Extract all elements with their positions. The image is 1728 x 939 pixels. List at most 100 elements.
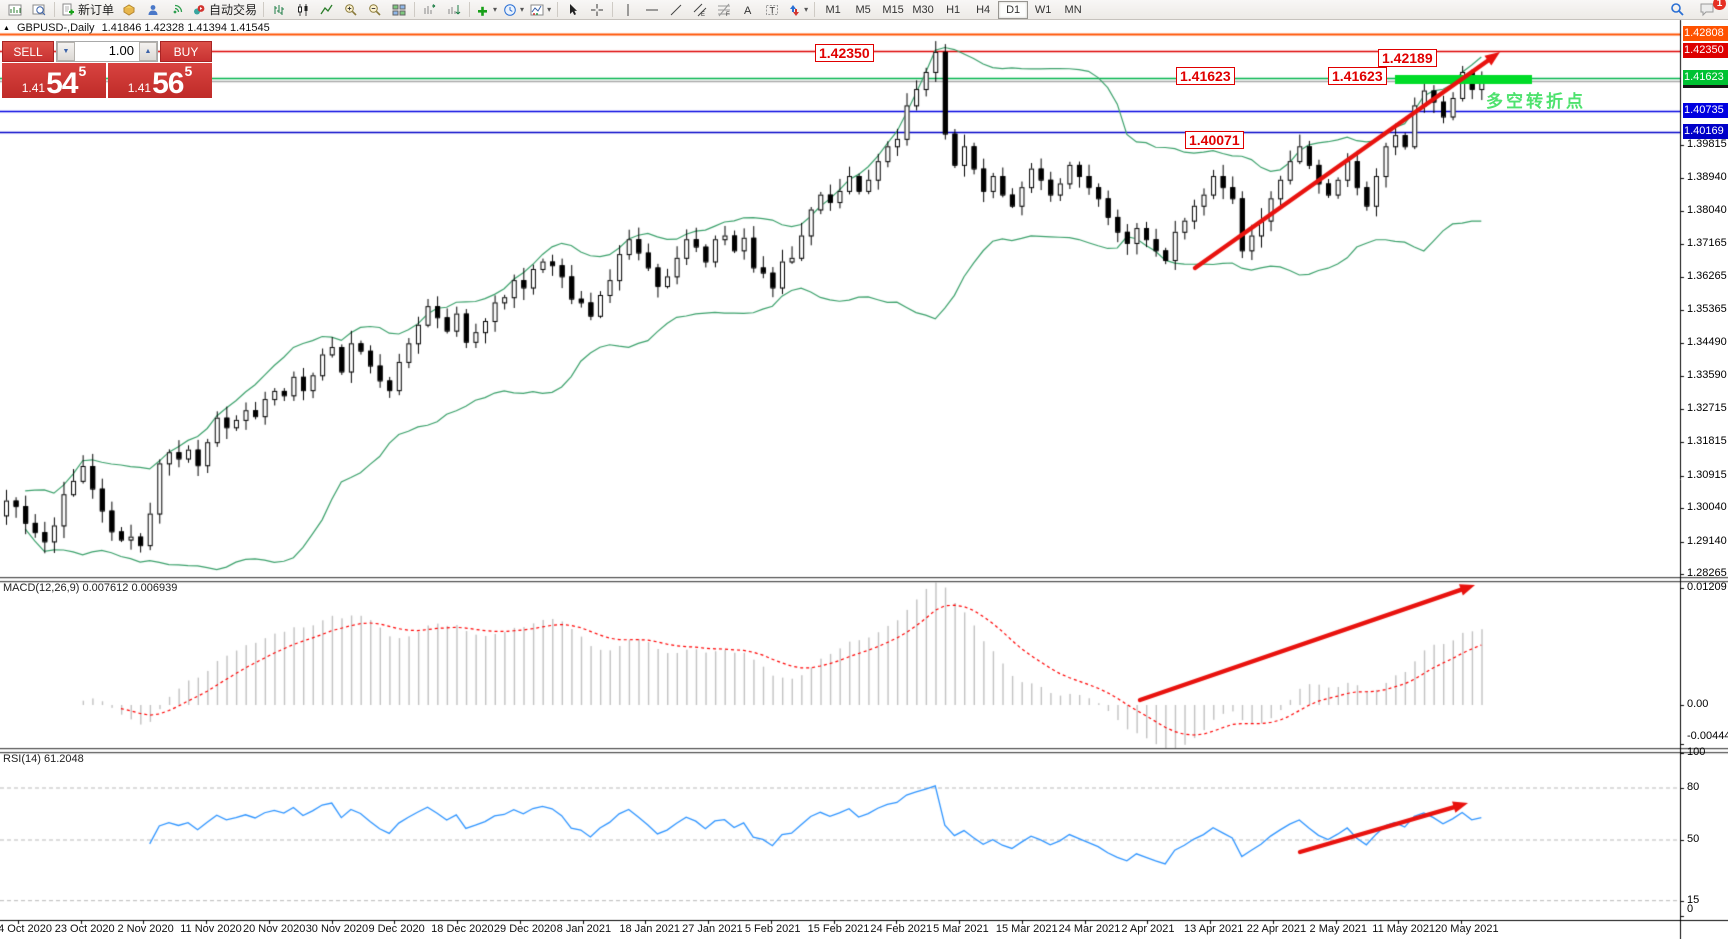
market-icon[interactable]: [117, 1, 141, 19]
clock-icon: [504, 3, 516, 16]
date-tick-label: 20 May 2021: [1435, 923, 1499, 935]
date-tick-label: 15 Mar 2021: [995, 923, 1058, 935]
volume-stepper: ▼ 1.00 ▲: [56, 41, 158, 62]
horizontal-line-icon[interactable]: [640, 1, 664, 19]
one-click-trading-panel: SELL ▼ 1.00 ▲ BUY 1.41 54 5 1.41 56 5: [2, 41, 212, 99]
crosshair-icon[interactable]: [585, 1, 609, 19]
price-tick-label: 1.30040: [1687, 501, 1727, 514]
new-order-button[interactable]: 新订单: [58, 1, 117, 19]
timeframe-button-m5[interactable]: M5: [855, 3, 871, 16]
symbol-period-label: GBPUSD-,Daily: [16, 22, 95, 34]
sell-button[interactable]: SELL: [2, 41, 54, 62]
vertical-line-icon[interactable]: [616, 1, 640, 19]
date-tick-label: 20 Nov 2020: [242, 923, 306, 935]
indicators-menu-button[interactable]: ▾: [473, 1, 500, 19]
date-tick-label: 24 Mar 2021: [1058, 923, 1121, 935]
candlestick-chart-icon[interactable]: [291, 1, 315, 19]
svg-text:A: A: [744, 5, 752, 17]
toolbar-separator: [612, 2, 614, 17]
rsi-tick-label: 100: [1687, 746, 1706, 759]
tile-windows-icon[interactable]: [387, 1, 411, 19]
macd-label-row: MACD(12,26,9) 0.007612 0.006939: [3, 582, 177, 594]
timeframe-button-m1[interactable]: M1: [825, 3, 841, 16]
bar-chart-icon[interactable]: [267, 1, 291, 19]
auto-scroll-icon[interactable]: [442, 1, 466, 19]
sell-price[interactable]: 1.41 54 5: [2, 63, 106, 99]
price-tag-label[interactable]: 1.41623: [1328, 67, 1387, 85]
rsi-tick-label: 50: [1687, 833, 1700, 845]
macd-value: 0.007612: [82, 582, 129, 594]
trendline-icon[interactable]: [664, 1, 688, 19]
price-tick-label: 1.32715: [1687, 401, 1727, 414]
date-tick-label: 15 Feb 2021: [807, 923, 870, 935]
chart-windows-icon[interactable]: [3, 1, 27, 19]
timeframes-menu-button[interactable]: ▾: [500, 1, 527, 19]
cursor-icon[interactable]: [561, 1, 585, 19]
toolbar-separator: [414, 2, 416, 17]
timeframe-button-m15[interactable]: M15: [882, 3, 904, 16]
price-tag-label[interactable]: 1.42189: [1378, 49, 1437, 67]
right-toolbar-group: 1: [1665, 0, 1726, 19]
price-tick-label: 1.33590: [1687, 369, 1727, 382]
price-tick-label: 1.38040: [1687, 203, 1727, 216]
timeframe-button-h4[interactable]: H4: [976, 3, 991, 16]
date-tick-label: 24 Feb 2021: [870, 923, 933, 935]
line-chart-icon[interactable]: [315, 1, 339, 19]
price-tick-label: 1.39815: [1687, 138, 1727, 150]
price-axis-label: 1.42350: [1683, 42, 1728, 58]
date-tick-label: 14 Oct 2020: [0, 923, 52, 935]
price-tick-label: 1.37165: [1687, 236, 1727, 249]
autotrading-button[interactable]: 自动交易: [189, 1, 260, 19]
zoom-out-icon[interactable]: [363, 1, 387, 19]
date-tick-label: 22 Apr 2021: [1246, 923, 1307, 935]
svg-text:E: E: [701, 12, 705, 17]
arrows-menu-button[interactable]: ▾: [784, 1, 811, 19]
buy-price[interactable]: 1.41 56 5: [108, 63, 212, 99]
price-axis-label: 1.40735: [1683, 102, 1728, 118]
macd-tick-label: 0.00: [1687, 698, 1709, 710]
buy-price-sup: 5: [184, 63, 193, 79]
timeframe-button-h1[interactable]: H1: [946, 3, 961, 16]
date-tick-label: 30 Nov 2020: [305, 923, 369, 935]
template-icon: [530, 4, 544, 15]
date-tick-label: 23 Oct 2020: [54, 923, 115, 935]
price-tick-label: 1.34490: [1687, 335, 1727, 348]
price-tag-label[interactable]: 1.41623: [1176, 67, 1235, 85]
templates-menu-button[interactable]: ▾: [527, 1, 554, 19]
zoom-in-icon[interactable]: [339, 1, 363, 19]
buy-button[interactable]: BUY: [160, 41, 212, 62]
price-tick-label: 1.35365: [1687, 303, 1727, 316]
ohlc-values: 1.41846 1.42328 1.41394 1.41545: [101, 22, 270, 34]
collapse-marker-icon[interactable]: ▲: [3, 24, 10, 32]
price-tick-label: 1.31815: [1687, 435, 1727, 448]
signals-icon[interactable]: [165, 1, 189, 19]
timeframe-button-d1[interactable]: D1: [998, 0, 1029, 19]
timeframe-button-m30[interactable]: M30: [912, 3, 934, 16]
price-tag-label[interactable]: 1.42350: [815, 44, 874, 62]
date-tick-label: 11 May 2021: [1372, 923, 1436, 935]
autotrading-icon: [194, 4, 205, 14]
volume-input[interactable]: 1.00: [108, 43, 134, 58]
channel-icon[interactable]: E: [688, 1, 712, 19]
toolbar-separator: [469, 2, 471, 17]
chevron-down-icon: ▾: [804, 4, 809, 14]
toolbar-separator: [263, 2, 265, 17]
fibonacci-icon[interactable]: F: [712, 1, 736, 19]
price-tag-label[interactable]: 1.40071: [1185, 131, 1244, 149]
notifications-button[interactable]: 1: [1695, 0, 1726, 19]
volume-decrease-button[interactable]: ▼: [57, 42, 75, 61]
chevron-down-icon: ▾: [493, 4, 498, 14]
community-icon[interactable]: [141, 1, 165, 19]
search-icon[interactable]: [1665, 1, 1689, 19]
text-label-icon[interactable]: T: [760, 1, 784, 19]
indicators-add-icon: [478, 6, 488, 16]
timeframe-button-mn[interactable]: MN: [1064, 3, 1082, 16]
rsi-label-row: RSI(14) 61.2048: [3, 753, 84, 765]
price-tick-label: 1.30915: [1687, 468, 1727, 481]
timeframe-button-w1[interactable]: W1: [1034, 3, 1052, 16]
text-icon[interactable]: A: [736, 1, 760, 19]
volume-increase-button[interactable]: ▲: [139, 42, 157, 61]
chart-shift-icon[interactable]: [418, 1, 442, 19]
market-watch-icon[interactable]: [27, 1, 51, 19]
